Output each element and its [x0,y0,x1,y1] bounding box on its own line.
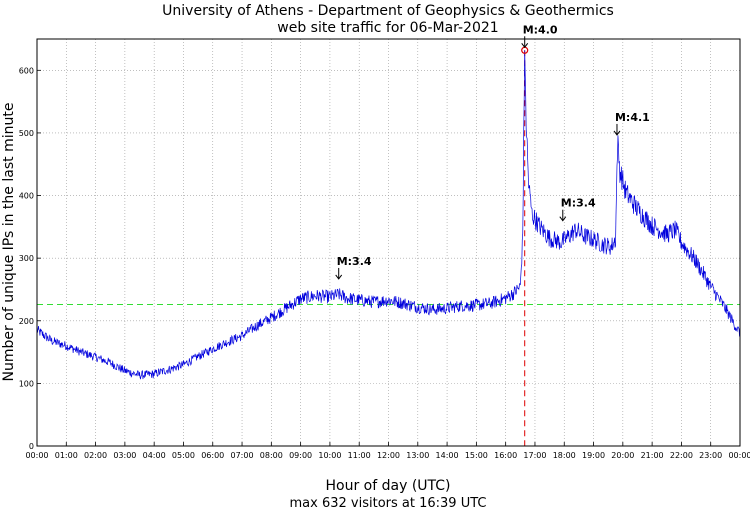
event-arrow-head [559,216,567,222]
y-tick-label: 100 [19,379,34,388]
event-label: M:4.0 [523,23,558,36]
y-tick-label: 300 [19,254,34,263]
x-axis-label: Hour of day (UTC) [326,478,451,494]
event-arrow-head [613,130,621,136]
x-tick-label: 20:00 [611,451,634,460]
x-tick-label: 19:00 [582,451,605,460]
x-tick-label: 00:00 [25,451,48,460]
x-tick-label: 17:00 [523,451,546,460]
x-tick-label: 15:00 [465,451,488,460]
x-tick-label: 10:00 [318,451,341,460]
x-tick-label: 07:00 [231,451,254,460]
y-tick-label: 600 [19,66,34,75]
x-tick-label: 11:00 [348,451,371,460]
chart-subtitle: web site traffic for 06-Mar-2021 [277,20,498,36]
x-tick-label: 05:00 [172,451,195,460]
event-label: M:3.4 [337,255,372,268]
y-tick-label: 500 [19,129,34,138]
x-tick-label: 02:00 [84,451,107,460]
y-axis-label: Number of unique IPs in the last minute [1,103,17,382]
y-tick-label: 0 [29,442,34,451]
y-axis-ticks: 0 100 200 300 400 500 600 [19,66,41,451]
x-axis-ticks: 00:00 01:00 02:00 03:00 04:00 05:00 06:00 07:00… [25,442,750,460]
x-tick-label: 06:00 [201,451,224,460]
event-label: M:3.4 [561,197,596,210]
x-tick-label: 14:00 [436,451,459,460]
x-tick-label: 03:00 [113,451,136,460]
x-tick-label: 08:00 [260,451,283,460]
series-line [36,50,741,380]
event-arrow-head [521,42,529,49]
x-tick-label: 12:00 [377,451,400,460]
reference-lines [37,50,740,446]
event-annotations: M:3.4 M:4.0 M:3.4 M:4.1 [335,23,650,280]
event-label: M:4.1 [615,111,650,124]
grid-lines [37,39,740,446]
x-tick-label: 04:00 [143,451,166,460]
x-tick-label: 01:00 [55,451,78,460]
x-tick-label: 09:00 [289,451,312,460]
x-tick-label: 16:00 [494,451,517,460]
y-tick-label: 200 [19,317,34,326]
x-tick-label: 23:00 [699,451,722,460]
x-tick-label: 18:00 [553,451,576,460]
y-tick-label: 400 [19,192,34,201]
event-arrow-head [335,274,343,280]
x-tick-label: 13:00 [406,451,429,460]
x-tick-label: 22:00 [670,451,693,460]
max-visitors-footer: max 632 visitors at 16:39 UTC [290,496,487,511]
x-tick-label: 00:00 [728,451,750,460]
x-tick-label: 21:00 [641,451,664,460]
chart-title: University of Athens - Department of Geo… [162,3,614,19]
